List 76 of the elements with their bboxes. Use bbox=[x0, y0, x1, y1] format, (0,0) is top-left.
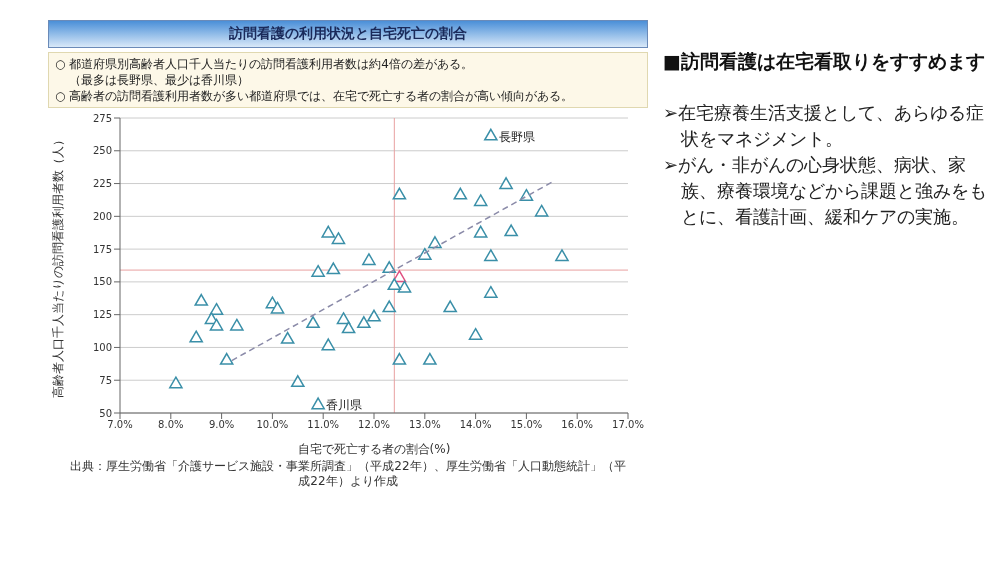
point bbox=[387, 278, 402, 291]
point bbox=[270, 301, 285, 314]
x-tick-label: 15.0% bbox=[510, 419, 543, 431]
point bbox=[453, 187, 468, 200]
point bbox=[219, 352, 234, 365]
point bbox=[169, 376, 183, 389]
point bbox=[209, 302, 224, 315]
point bbox=[484, 128, 498, 141]
chart-title: 訪問看護の利用状況と自宅死亡の割合 bbox=[48, 20, 648, 48]
annotation: 香川県 bbox=[326, 398, 363, 413]
point bbox=[417, 247, 432, 260]
point bbox=[189, 330, 204, 343]
point bbox=[306, 316, 320, 329]
point bbox=[331, 232, 346, 245]
point bbox=[499, 177, 513, 190]
y-tick-label: 225 bbox=[92, 178, 112, 190]
x-tick-label: 11.0% bbox=[307, 419, 340, 431]
text: ➢がん・非がんの心身状態、病状、家族、療養環境などから課題と強みをもとに、看護計画、緩和ケアの実施。 bbox=[663, 153, 988, 229]
x-tick-label: 13.0% bbox=[408, 419, 441, 431]
point bbox=[326, 262, 341, 275]
annotation: 長野県 bbox=[498, 129, 535, 144]
point bbox=[362, 253, 376, 266]
point bbox=[290, 375, 305, 388]
x-tick-label: 14.0% bbox=[459, 419, 492, 431]
point bbox=[423, 352, 437, 365]
point bbox=[311, 264, 325, 277]
y-tick-label: 100 bbox=[92, 341, 112, 353]
y-tick-label: 75 bbox=[99, 374, 112, 386]
point bbox=[280, 331, 295, 344]
x-tick-label: 12.0% bbox=[358, 419, 390, 431]
y-tick-label: 200 bbox=[92, 210, 112, 222]
point bbox=[336, 312, 351, 325]
point bbox=[473, 225, 488, 238]
text: （最多は長野県、最少は香川県） bbox=[68, 72, 250, 88]
point bbox=[367, 309, 381, 322]
x-axis-title: 自宅で死亡する者の割合(%) bbox=[297, 442, 451, 456]
point bbox=[473, 194, 488, 207]
y-tick-label: 150 bbox=[92, 276, 112, 288]
point bbox=[555, 249, 569, 262]
point bbox=[382, 261, 397, 274]
y-tick-label: 50 bbox=[99, 407, 112, 419]
y-tick-label: 125 bbox=[92, 309, 112, 321]
point bbox=[321, 225, 336, 238]
source-note: 出典：厚生労働省「介護サービス施設・事業所調査」（平成22年）、厚生労働省「人口動態統計」（平成22年）より作成 bbox=[69, 459, 627, 489]
point bbox=[428, 236, 442, 249]
point bbox=[209, 318, 224, 331]
point bbox=[484, 285, 498, 298]
x-tick-label: 7.0% bbox=[107, 419, 133, 431]
point bbox=[397, 280, 412, 293]
text: ➢在宅療養生活支援として、あらゆる症状をマネジメント。 bbox=[663, 101, 986, 151]
point bbox=[311, 397, 325, 410]
x-tick-label: 10.0% bbox=[256, 419, 289, 431]
y-tick-label: 250 bbox=[92, 145, 112, 157]
point bbox=[534, 204, 549, 217]
x-tick-label: 16.0% bbox=[561, 419, 594, 431]
point bbox=[382, 300, 397, 313]
y-axis-title: 高齢者人口千人当たりの訪問看護利用者数（人） bbox=[51, 133, 66, 398]
point bbox=[468, 327, 483, 340]
text: ○ 高齢者の訪問看護利用者数が多い都道府県では、在宅で死亡する者の割合が高い傾向がある。 bbox=[55, 88, 575, 104]
point bbox=[392, 352, 407, 365]
point bbox=[357, 316, 371, 329]
x-tick-label: 17.0% bbox=[612, 419, 644, 431]
point bbox=[341, 321, 356, 334]
y-tick-label: 275 bbox=[92, 112, 112, 124]
point bbox=[504, 224, 518, 237]
point bbox=[443, 300, 458, 313]
point bbox=[392, 187, 407, 200]
text: ■訪問看護は在宅看取りをすすめます bbox=[663, 49, 986, 74]
point bbox=[321, 338, 336, 351]
point bbox=[194, 293, 209, 306]
y-tick-label: 175 bbox=[92, 243, 112, 255]
point bbox=[484, 249, 498, 262]
x-tick-label: 9.0% bbox=[208, 419, 235, 431]
point bbox=[230, 318, 244, 331]
text: ○ 都道府県別高齢者人口千人当たりの訪問看護利用者数は約4倍の差がある。 bbox=[55, 56, 474, 72]
x-tick-label: 8.0% bbox=[158, 419, 184, 431]
